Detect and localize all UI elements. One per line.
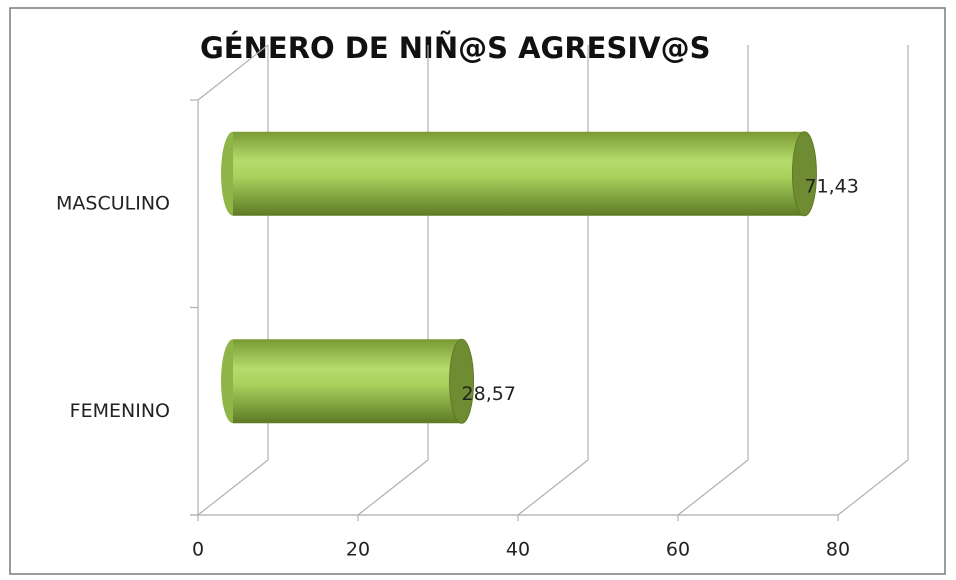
bar-cap-right	[791, 131, 817, 217]
bar	[233, 131, 805, 216]
chart-border	[9, 7, 946, 575]
grid-line	[357, 459, 429, 516]
y-tick-label: MASCULINO	[56, 192, 170, 214]
chart-title: GÉNERO DE NIÑ@S AGRESIV@S	[200, 31, 710, 65]
x-tick-label: 60	[666, 539, 690, 561]
grid-line	[197, 459, 269, 516]
data-label: 71,43	[804, 175, 858, 197]
x-tick-label: 0	[192, 539, 204, 561]
wall-edge	[197, 44, 269, 101]
grid-line	[677, 459, 749, 516]
grid-line	[837, 459, 909, 516]
grid-line	[517, 459, 589, 516]
bar-cap-right	[449, 338, 475, 424]
y-tick-label: FEMENINO	[70, 400, 170, 422]
x-tick-label: 80	[826, 539, 850, 561]
x-tick-label: 20	[346, 539, 370, 561]
data-label: 28,57	[462, 383, 516, 405]
bar	[233, 339, 462, 424]
x-tick-label: 40	[506, 539, 530, 561]
